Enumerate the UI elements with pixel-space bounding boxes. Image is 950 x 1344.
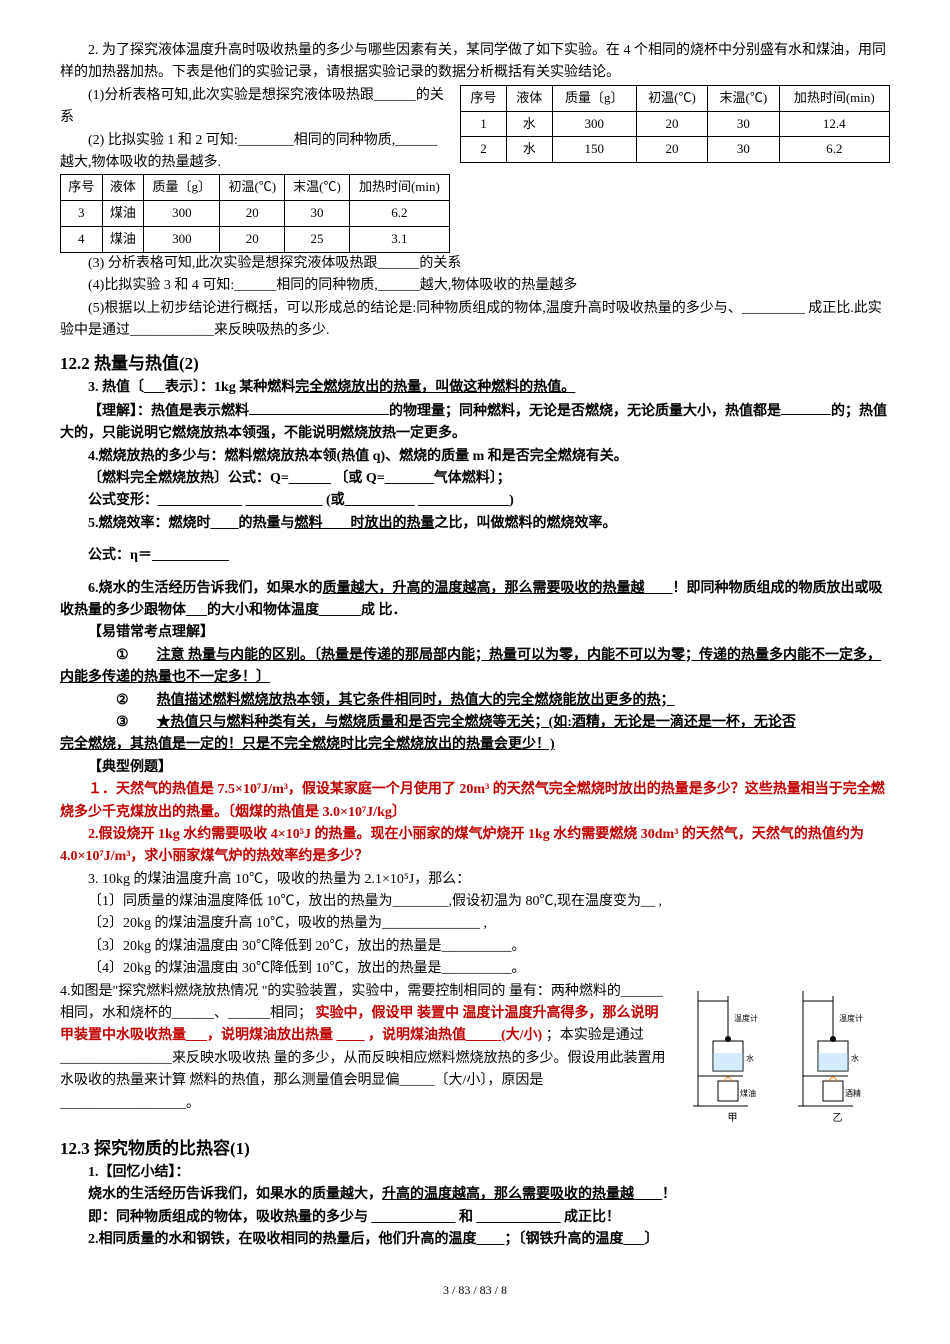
section-12-2-title: 12.2 热量与热值(2) xyxy=(60,350,890,377)
ex2: 2.假设烧开 1kg 水约需要吸收 4×10⁵J 的热量。现在小丽家的煤气炉烧开… xyxy=(60,824,890,869)
p1-b: 升高的温度越高，那么需要吸收的热量越____ xyxy=(382,1187,662,1202)
water-label: 水 xyxy=(746,1053,754,1063)
num-2: ② xyxy=(88,690,157,712)
p3-b: 完全燃烧放出的热量，叫做这种燃料的热值。 xyxy=(295,380,575,395)
p5-c: 之比，叫做燃料的燃烧效率。 xyxy=(435,516,617,531)
table-left: 序号 液体 质量〔g〕 初温(℃) 末温(℃) 加热时间(min) 3 煤油 3… xyxy=(60,174,450,252)
tables-question-row: (1)分析表格可知,此次实验是想探究液体吸热跟______的关系 (2) 比拟实… xyxy=(60,85,890,253)
err3-a: ★热值只与燃料种类有关，与燃烧质量和是否完全燃烧等无关；(如:酒精，无论是一滴还… xyxy=(157,715,796,730)
apparatus-left: 温度计 水 煤油 甲 xyxy=(688,981,778,1127)
p5-a: 5.燃烧效率：燃烧时____的热量与 xyxy=(88,516,295,531)
ex4-f: ____ ，说明煤油热值_____(大/小) xyxy=(337,1028,543,1043)
p3: 3. 热值〔___表示〕：1kg 某种燃料完全燃烧放出的热量，叫做这种燃料的热值… xyxy=(60,377,890,399)
p1-a: 烧水的生活经历告诉我们，如果水的质量越大， xyxy=(88,1187,382,1202)
err3: ③ ★热值只与燃料种类有关，与燃烧质量和是否完全燃烧等无关；(如:酒精，无论是一… xyxy=(60,712,890,734)
p1-c: ！ xyxy=(662,1187,676,1202)
err1-text: 注意 热量与内能的区别。〔热量是传递的那局部内能；热量可以为零，内能不可以为零；… xyxy=(60,648,881,685)
table-row: 序号 液体 质量〔g〕 初温(℃) 末温(℃) 加热时间(min) xyxy=(61,175,450,201)
ex1: １．天然气的热值是 7.5×10⁷J/m³，假设某家庭一个月使用了 20m³ 的… xyxy=(60,779,890,824)
p3-u-a: 【理解】：热值是表示燃料 xyxy=(88,404,249,419)
q4: (4)比拟实验 3 和 4 可知:______相同的同种物质,______越大,… xyxy=(60,275,890,297)
table-right: 序号 液体 质量〔g〕 初温(℃) 末温(℃) 加热时间(min) 1 水 30… xyxy=(460,85,890,163)
table-row: 3 煤油 300 20 30 6.2 xyxy=(61,201,450,227)
table-row: 1 水 300 20 30 12.4 xyxy=(461,111,890,137)
p4-formula-a: 〔燃料完全燃烧放热〕公式：Q=______ 〔或 Q=_______气体燃料〕； xyxy=(60,468,890,490)
ex-title: 【典型例题】 xyxy=(60,757,890,779)
p4-formula-b: 公式变形：____________ ___________ (或________… xyxy=(60,490,890,512)
num-1: ① xyxy=(88,645,157,667)
ex3-2: 〔2〕20kg 的煤油温度升高 10℃，吸收的热量为______________… xyxy=(60,913,890,935)
err2: ② 热值描述燃料燃烧放热本领，其它条件相同时，热值大的完全燃烧能放出更多的热； xyxy=(60,690,890,712)
ex3-3: 〔3〕20kg 的煤油温度由 30℃降低到 20℃，放出的热量是________… xyxy=(60,936,890,958)
err2-text: 热值描述燃料燃烧放热本领，其它条件相同时，热值大的完全燃烧能放出更多的热； xyxy=(157,693,675,708)
p4: 4.燃烧放热的多少与：燃料燃烧放热本领(热值 q)、燃烧的质量 m 和是否完全燃… xyxy=(60,446,890,468)
svg-text:温度计: 温度计 xyxy=(839,1013,863,1023)
fuel2-label: 酒精 xyxy=(845,1088,861,1098)
ex4-c: 实验中，假设甲 xyxy=(316,1006,414,1021)
table-row: 4 煤油 300 20 25 3.1 xyxy=(61,226,450,252)
apparatus-right: 温度计 水 酒精 乙 xyxy=(793,981,883,1127)
p3-understand: 【理解】：热值是表示燃料 的物理量；同种燃料，无论是否燃烧，无论质量大小，热值都是… xyxy=(60,400,890,446)
s12-3-p2: 2.相同质量的水和钢铁，在吸收相同的热量后，他们升高的温度____；〔钢铁升高的… xyxy=(60,1229,890,1251)
q3: (3) 分析表格可知,此次实验是想探究液体吸热跟______的关系 xyxy=(60,253,890,275)
ex4-a: 4.如图是"探究燃料燃烧放热情况 "的实验装置，实验中，需要控制相同的 xyxy=(60,984,505,999)
ex4-d: 装置中 xyxy=(417,1006,459,1021)
s12-3-p1-label: 1.【回忆小结】： xyxy=(60,1162,890,1184)
q1: (1)分析表格可知,此次实验是想探究液体吸热跟______的关系 xyxy=(60,85,450,130)
q5: (5)根据以上初步结论进行概括，可以形成总的结论是:同种物质组成的物体,温度升高… xyxy=(60,298,890,343)
p5-b: 燃料____时放出的热量 xyxy=(295,516,435,531)
num-3: ③ xyxy=(88,712,157,734)
table-row: 2 水 150 20 30 6.2 xyxy=(461,137,890,163)
p6-b: 质量越大，升高的温度越高，那么需要吸收的热量越____ xyxy=(323,581,673,596)
intro-para: 2. 为了探究液体温度升高时吸收热量的多少与哪些因素有关，某同学做了如下实验。在… xyxy=(60,40,890,85)
page-number: 3 / 83 / 83 / 8 xyxy=(60,1281,890,1300)
page: 2. 为了探究液体温度升高时吸收热量的多少与哪些因素有关，某同学做了如下实验。在… xyxy=(60,40,890,1301)
err-title: 【易错常考点理解】 xyxy=(60,622,890,644)
p3-a: 3. 热值〔___表示〕：1kg 某种燃料 xyxy=(88,380,295,395)
ex3-intro: 3. 10kg 的煤油温度升高 10℃，吸收的热量为 2.1×10⁵J，那么： xyxy=(60,869,890,891)
p6-a: 6.烧水的生活经历告诉我们，如果水的 xyxy=(88,581,323,596)
section-12-3-title: 12.3 探究物质的比热容(1) xyxy=(60,1135,890,1162)
p5: 5.燃烧效率：燃烧时____的热量与燃料____时放出的热量之比，叫做燃料的燃烧… xyxy=(60,513,890,535)
ex3-4: 〔4〕20kg 的煤油温度由 30℃降低到 10℃，放出的热量是________… xyxy=(60,958,890,980)
ex3-1: 〔1〕同质量的煤油温度降低 10℃，放出的热量为________,假设初温为 8… xyxy=(60,891,890,913)
svg-text:水: 水 xyxy=(851,1053,859,1063)
err1: ① 注意 热量与内能的区别。〔热量是传递的那局部内能；热量可以为零，内能不可以为… xyxy=(60,645,890,690)
apparatus-diagram: 温度计 水 煤油 甲 温度计 xyxy=(680,981,890,1127)
thermo-label: 温度计 xyxy=(734,1013,758,1023)
q2: (2) 比拟实验 1 和 2 可知:________相同的同种物质,______… xyxy=(60,130,450,175)
table-row: 序号 液体 质量〔g〕 初温(℃) 末温(℃) 加热时间(min) xyxy=(461,85,890,111)
p6: 6.烧水的生活经历告诉我们，如果水的质量越大，升高的温度越高，那么需要吸收的热量… xyxy=(60,578,890,623)
formula-eta: 公式：η＝___________ xyxy=(60,545,890,567)
s12-3-p1: 烧水的生活经历告诉我们，如果水的质量越大，升高的温度越高，那么需要吸收的热量越_… xyxy=(60,1184,890,1206)
err3b: 完全燃烧，其热值是一定的！只是不完全燃烧时比完全燃烧放出的热量会更少！) xyxy=(60,734,890,756)
p3-u-b: 的物理量；同种燃料，无论是否燃烧，无论质量大小，热值都是 xyxy=(389,404,781,419)
fuel1-label: 煤油 xyxy=(740,1088,756,1098)
diagram-label-right: 乙 xyxy=(833,1111,843,1127)
s12-3-p1d: 即：同种物质组成的物体，吸收热量的多少与 ____________ 和 ____… xyxy=(60,1207,890,1229)
diagram-label-left: 甲 xyxy=(728,1111,738,1127)
